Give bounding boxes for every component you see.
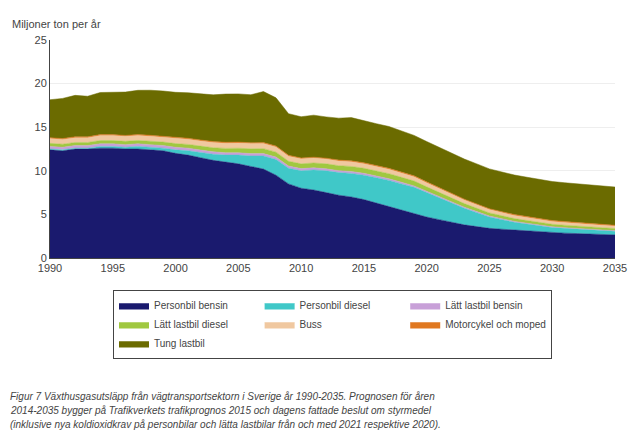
svg-text:2015: 2015 <box>352 262 376 274</box>
svg-text:Personbil bensin: Personbil bensin <box>154 300 228 311</box>
svg-text:Buss: Buss <box>300 319 322 330</box>
svg-text:Tung lastbil: Tung lastbil <box>154 338 205 349</box>
svg-text:2030: 2030 <box>540 262 564 274</box>
svg-text:2014-2035 bygger på Trafikverk: 2014-2035 bygger på Trafikverkets trafik… <box>10 405 432 416</box>
svg-text:2035: 2035 <box>603 262 627 274</box>
svg-text:2025: 2025 <box>477 262 501 274</box>
svg-text:15: 15 <box>35 121 47 133</box>
svg-text:(inklusive nya koldioxidkrav p: (inklusive nya koldioxidkrav på personbi… <box>10 419 441 430</box>
svg-text:Lätt lastbil bensin: Lätt lastbil bensin <box>445 300 522 311</box>
svg-text:Figur 7 Växthusgasutsläpp från: Figur 7 Växthusgasutsläpp från vägtransp… <box>10 391 435 402</box>
svg-text:10: 10 <box>35 165 47 177</box>
svg-text:20: 20 <box>35 77 47 89</box>
svg-text:25: 25 <box>35 34 47 46</box>
svg-text:Personbil diesel: Personbil diesel <box>300 300 371 311</box>
svg-text:1995: 1995 <box>101 262 125 274</box>
svg-text:2020: 2020 <box>414 262 438 274</box>
svg-text:1990: 1990 <box>38 262 62 274</box>
svg-text:Motorcykel och moped: Motorcykel och moped <box>445 319 546 330</box>
svg-text:2000: 2000 <box>163 262 187 274</box>
svg-text:5: 5 <box>41 208 47 220</box>
svg-text:2005: 2005 <box>226 262 250 274</box>
svg-text:Lätt lastbil diesel: Lätt lastbil diesel <box>154 319 228 330</box>
svg-text:2010: 2010 <box>289 262 313 274</box>
svg-text:0: 0 <box>41 252 47 264</box>
svg-text:Miljoner ton per år: Miljoner ton per år <box>12 18 101 30</box>
